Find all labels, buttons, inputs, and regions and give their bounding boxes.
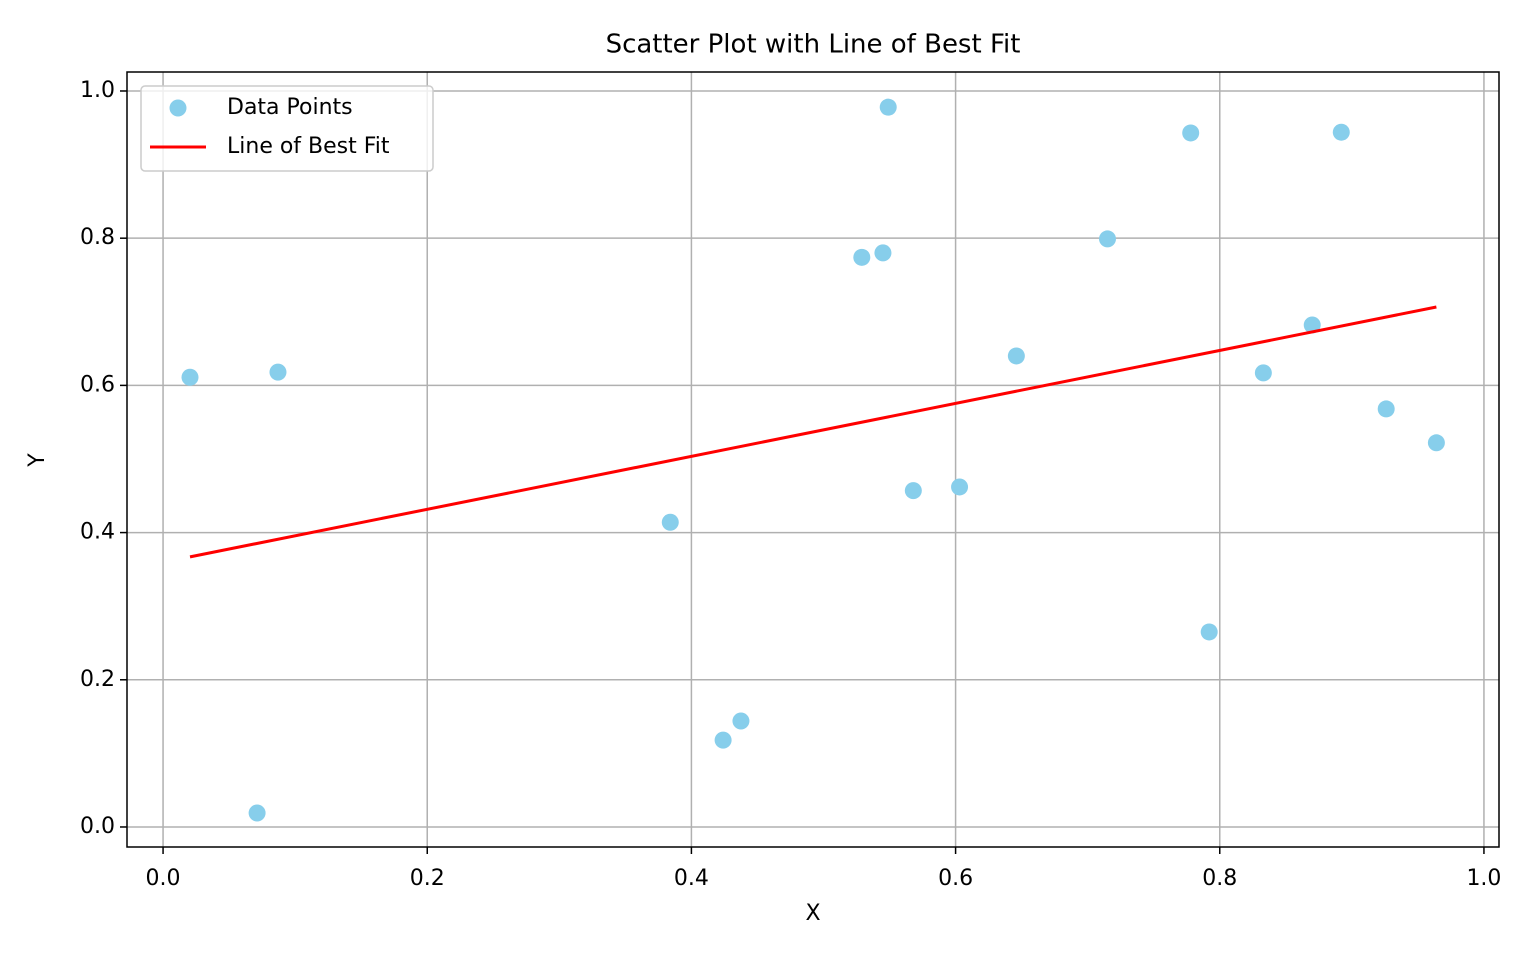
y-tick-label: 0.8 — [80, 225, 115, 250]
y-tick-label: 0.6 — [80, 372, 115, 397]
y-tick-label: 1.0 — [80, 78, 115, 103]
scatter-point — [248, 804, 266, 822]
x-tick-label: 1.0 — [1466, 866, 1501, 891]
scatter-point — [661, 513, 679, 531]
x-tick-label: 0.2 — [410, 866, 445, 891]
y-axis-label: Y — [25, 453, 50, 468]
scatter-point — [1303, 316, 1321, 334]
scatter-point — [874, 244, 892, 262]
scatter-point — [1332, 123, 1350, 141]
y-tick-label: 0.4 — [80, 520, 115, 545]
x-tick-label: 0.8 — [1202, 866, 1237, 891]
y-tick-label: 0.0 — [80, 814, 115, 839]
plot-frame — [126, 71, 1500, 848]
legend-marker — [169, 99, 187, 117]
x-tick-label: 0.6 — [938, 866, 973, 891]
x-tick-label: 0.0 — [146, 866, 181, 891]
scatter-point — [1254, 364, 1272, 382]
scatter-point — [951, 478, 969, 496]
x-tick-label: 0.4 — [674, 866, 709, 891]
scatter-point — [1377, 400, 1395, 418]
scatter-point — [732, 712, 750, 730]
scatter-point — [879, 98, 897, 116]
legend-label: Line of Best Fit — [227, 134, 390, 159]
fit-line — [189, 305, 1437, 559]
legend-box — [140, 85, 434, 172]
y-tick-label: 0.2 — [80, 667, 115, 692]
scatter-point — [714, 731, 732, 749]
scatter-point — [904, 482, 922, 500]
scatter-point — [1182, 124, 1200, 142]
scatter-point — [1427, 434, 1445, 452]
scatter-point — [1098, 230, 1116, 248]
scatter-point — [1200, 623, 1218, 641]
x-axis-label: X — [805, 901, 820, 926]
scatter-point — [269, 363, 287, 381]
scatter-point — [853, 248, 871, 266]
legend-label: Data Points — [227, 95, 353, 120]
chart-title: Scatter Plot with Line of Best Fit — [606, 30, 1021, 60]
scatter-point — [181, 368, 199, 386]
scatter-point — [1007, 347, 1025, 365]
